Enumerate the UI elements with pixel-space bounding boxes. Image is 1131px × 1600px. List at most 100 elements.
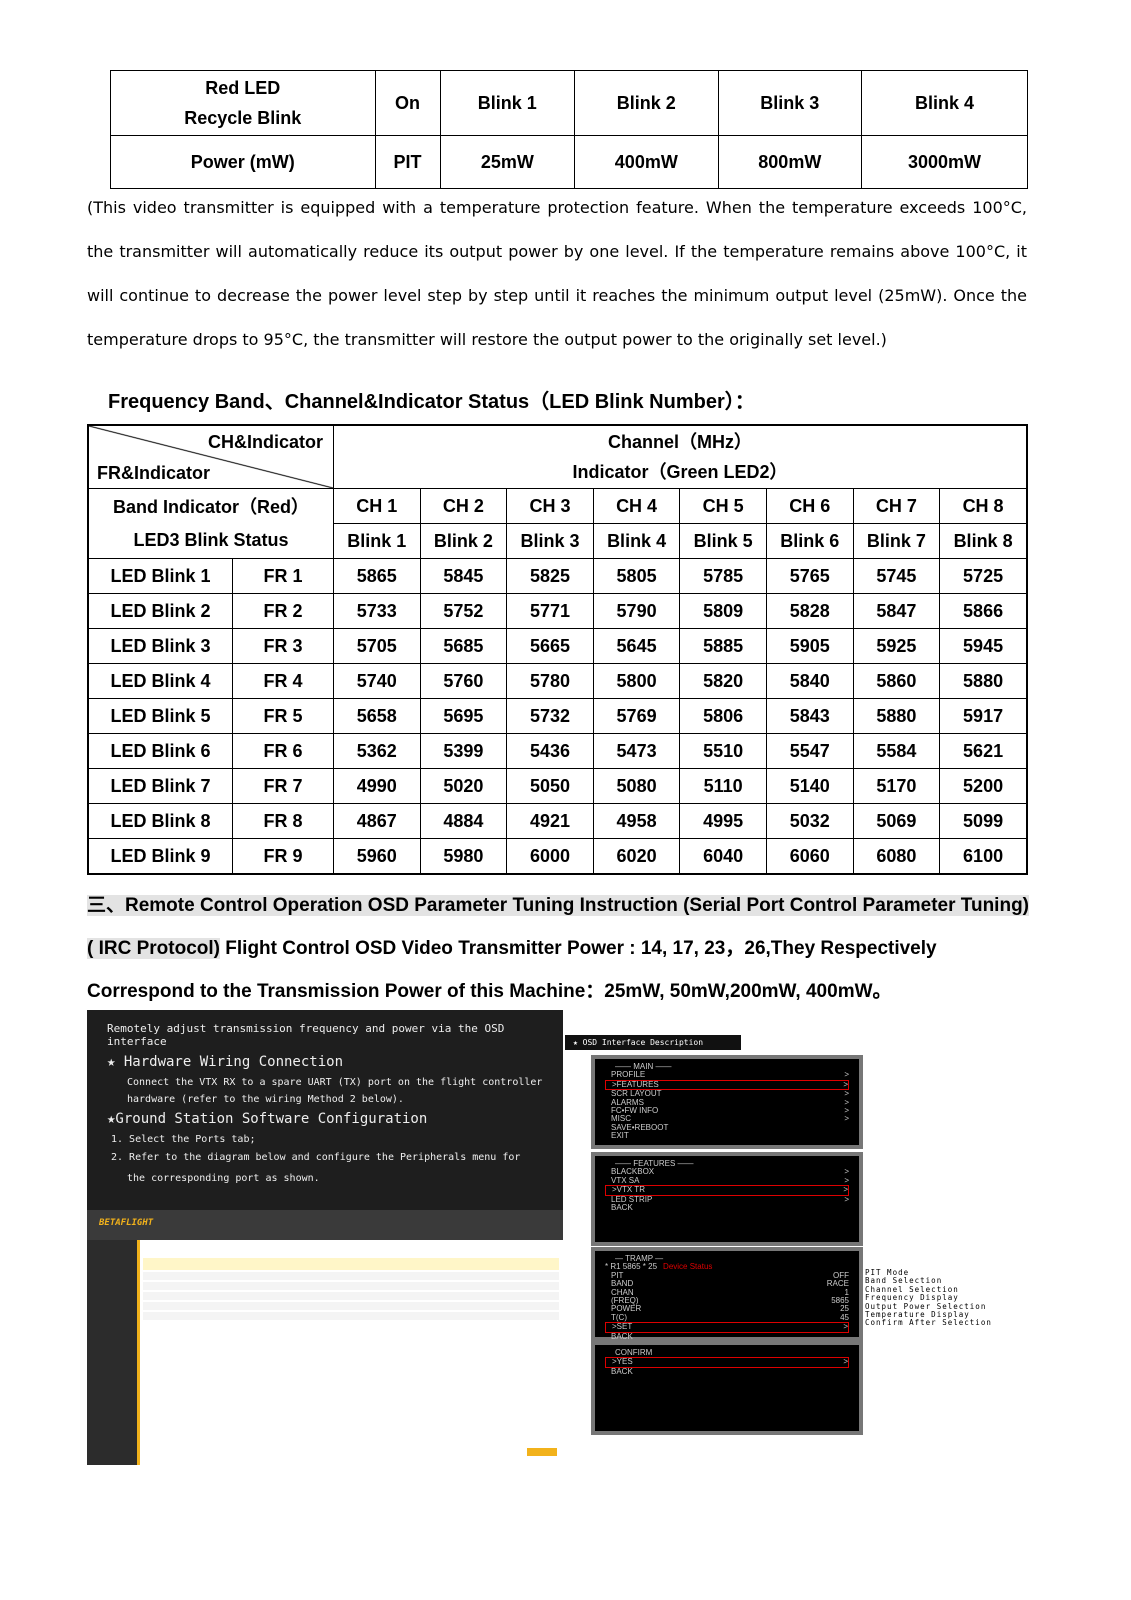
- frequency-cell: 6100: [939, 838, 1028, 875]
- led-cell: LED Blink 5: [87, 698, 233, 734]
- menu-item-label: FC•FW INFO: [611, 1106, 659, 1116]
- osd-annotation: Frequency Display: [865, 1293, 959, 1303]
- menu-item-label: MISC: [611, 1114, 631, 1124]
- frequency-cell: 5745: [852, 558, 941, 594]
- frequency-cell: 5805: [592, 558, 681, 594]
- frequency-cell: 5960: [333, 838, 421, 875]
- frequency-cell: 5780: [506, 663, 594, 699]
- table-row: LED Blink 8 FR 8 4867 4884 4921 4958 4995 5032 5…: [87, 803, 1028, 839]
- table-cell: Red LED Recycle Blink: [110, 70, 376, 136]
- frequency-cell: 5399: [419, 733, 508, 769]
- frequency-cell: 5760: [419, 663, 508, 699]
- frequency-cell: 4958: [592, 803, 681, 839]
- blink-header: Blink 7: [852, 523, 941, 559]
- menu-item-value: 25: [840, 1304, 849, 1314]
- frequency-cell: 5695: [419, 698, 508, 734]
- channel-header: CH 5: [679, 488, 767, 524]
- frequency-cell: 5584: [852, 733, 941, 769]
- frequency-cell: 6080: [852, 838, 941, 875]
- osd-annotation: Output Power Selection: [865, 1301, 987, 1311]
- menu-item-value: OFF: [833, 1270, 849, 1280]
- menu-item: LED STRIP >: [605, 1194, 849, 1204]
- channel-header: CH 2: [419, 488, 508, 524]
- frequency-cell: 6060: [765, 838, 854, 875]
- menu-item: >FEATURES >: [605, 1079, 849, 1091]
- frequency-cell: 5473: [592, 733, 681, 769]
- menu-item: PROFILE >: [605, 1070, 849, 1080]
- led-cell: LED Blink 2: [87, 593, 233, 629]
- frequency-cell: 5732: [506, 698, 594, 734]
- table-cell: 400mW: [574, 135, 719, 189]
- frequency-cell: 5917: [939, 698, 1028, 734]
- menu-item-value: 5865: [831, 1296, 849, 1306]
- frequency-cell: 5733: [333, 593, 421, 629]
- temperature-note: (This video transmitter is equipped with…: [87, 198, 1027, 349]
- frequency-heading: Frequency Band、Channel&Indicator Status（…: [108, 391, 755, 413]
- channel-header: CH 7: [852, 488, 941, 524]
- blink-header: Blink 1: [333, 523, 421, 559]
- section-text: Flight Control OSD Video Transmitter Pow…: [87, 938, 937, 1002]
- frequency-cell: 5705: [333, 628, 421, 664]
- frequency-cell: 5771: [506, 593, 594, 629]
- menu-item-label: PROFILE: [611, 1070, 646, 1080]
- frequency-cell: 5069: [852, 803, 941, 839]
- blink-header: Blink 8: [939, 523, 1028, 559]
- frequency-cell: 5752: [419, 593, 508, 629]
- frequency-cell: 5362: [333, 733, 421, 769]
- frequency-cell: 5725: [939, 558, 1028, 594]
- frequency-cell: 5885: [679, 628, 767, 664]
- table-cell: Blink 3: [717, 70, 863, 136]
- frequency-cell: 5140: [765, 768, 854, 804]
- menu-item-label: >YES: [612, 1357, 633, 1367]
- frequency-cell: 5785: [679, 558, 767, 594]
- menu-item: T(C) 45: [605, 1312, 849, 1322]
- frequency-cell: 5845: [419, 558, 508, 594]
- menu-item-label: LED STRIP: [611, 1194, 653, 1204]
- menu-item: EXIT: [605, 1131, 849, 1140]
- fr-cell: FR 1: [232, 558, 334, 594]
- blink-header: Blink 4: [592, 523, 681, 559]
- frequency-cell: 5658: [333, 698, 421, 734]
- frequency-cell: 5665: [506, 628, 594, 664]
- power-table: Red LED Recycle Blink On Blink 1 Blink 2 Bli…: [110, 70, 1028, 189]
- menu-item: SCR LAYOUT >: [605, 1089, 849, 1098]
- menu-item-value: 45: [840, 1312, 849, 1322]
- channel-title: Channel（MHz）: [608, 432, 752, 452]
- frequency-cell: 5790: [592, 593, 681, 629]
- frequency-cell: 4884: [419, 803, 508, 839]
- frequency-table: CH&Indicator FR&Indicator Channel（MHz） Indi…: [87, 424, 1028, 875]
- table-cell: Blink 2: [574, 70, 719, 136]
- frequency-cell: 5769: [592, 698, 681, 734]
- status-label: Device Status: [663, 1262, 713, 1272]
- frequency-cell: 5880: [852, 698, 941, 734]
- instr-p1b: hardware (refer to the wiring Method 2 b…: [127, 1094, 404, 1105]
- menu-item-value: >: [844, 1194, 849, 1204]
- menu-item-value: >: [844, 1114, 849, 1124]
- menu-item-label: >VTX TR: [612, 1185, 645, 1195]
- osd-description: ★ OSD Interface Description —— MAIN —— PR…: [565, 1035, 995, 1445]
- frequency-cell: 5866: [939, 593, 1028, 629]
- table-cell: 3000mW: [861, 135, 1028, 189]
- menu-item-value: 1: [844, 1287, 849, 1297]
- menu-item-label: BAND: [611, 1279, 634, 1289]
- frequency-cell: 5825: [506, 558, 594, 594]
- menu-item-value: RACE: [826, 1279, 849, 1289]
- frequency-cell: 5806: [679, 698, 767, 734]
- menu-item: MISC >: [605, 1114, 849, 1124]
- corner-cell: CH&Indicator FR&Indicator: [87, 424, 334, 489]
- osd-tramp-menu: — TRAMP — * R1 5865 * 25 Device Status PIT O…: [591, 1247, 863, 1341]
- table-row: LED Blink 9 FR 9 5960 5980 6000 6020 6040 6060 6…: [87, 838, 1028, 875]
- menu-item-value: >: [844, 1167, 849, 1177]
- blink-header: Blink 2: [419, 523, 508, 559]
- blink-row: LED3 Blink Status Blink 1 Blink 2 Blink 3 Bl…: [87, 523, 1028, 559]
- fr-cell: FR 2: [232, 593, 334, 629]
- menu-item: BAND RACE: [605, 1279, 849, 1289]
- menu-item-label: T(C): [611, 1312, 627, 1322]
- channel-header: CH 4: [592, 488, 681, 524]
- menu-item-value: >: [844, 1106, 849, 1116]
- menu-item-label: BACK: [611, 1203, 633, 1213]
- osd-features-menu: —— FEATURES —— BLACKBOX > VTX SA > >VTX TR > LE…: [591, 1152, 863, 1246]
- menu-item-label: BLACKBOX: [611, 1167, 655, 1177]
- fr-cell: FR 3: [232, 628, 334, 664]
- frequency-cell: 5436: [506, 733, 594, 769]
